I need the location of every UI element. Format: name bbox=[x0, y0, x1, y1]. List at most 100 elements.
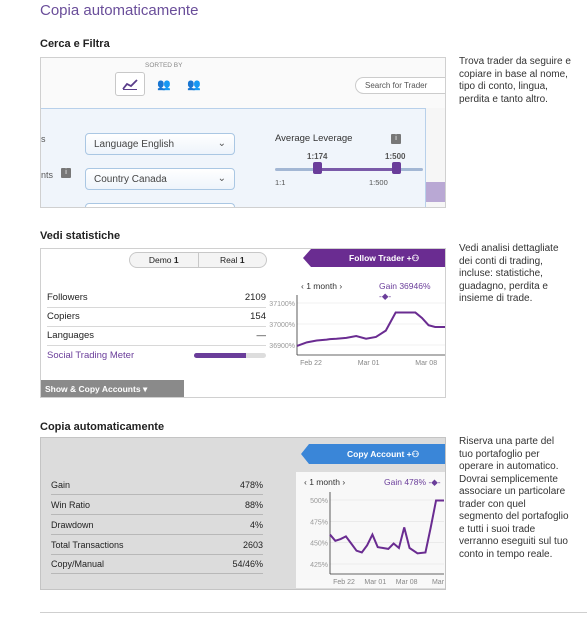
y-tick-label: 425% bbox=[310, 562, 328, 569]
y-tick-label: 36900% bbox=[269, 343, 295, 350]
chevron-down-icon: ⌄ bbox=[217, 173, 226, 184]
sorted-by-label: SORTED BY bbox=[145, 62, 183, 69]
chevron-down-icon: ▾ bbox=[142, 384, 148, 394]
country-select[interactable]: Country Canada ⌄ bbox=[85, 168, 235, 190]
x-tick-label: Mar 01 bbox=[358, 360, 380, 367]
y-tick-label: 475% bbox=[310, 519, 328, 526]
stat-value: 2603 bbox=[242, 539, 263, 550]
x-tick-label: Feb 22 bbox=[300, 360, 322, 367]
stat-value: 478% bbox=[239, 479, 263, 490]
follow-trader-button[interactable]: Follow Trader +⚇ bbox=[303, 249, 445, 267]
stat-value: 2109 bbox=[244, 292, 266, 303]
x-tick-label: Mar 01 bbox=[364, 579, 386, 586]
section-title-search: Cerca e Filtra bbox=[40, 38, 110, 50]
tab-real[interactable]: Real 1 bbox=[199, 253, 267, 267]
stat-value: 54/46% bbox=[232, 558, 263, 569]
average-leverage-label: Average Leverage bbox=[275, 133, 353, 144]
chart-period-label: 1 month bbox=[306, 281, 337, 291]
stat-value: 88% bbox=[244, 499, 263, 510]
stat-row: Followers 2109 bbox=[47, 288, 266, 308]
stat-label: Win Ratio bbox=[51, 499, 91, 510]
stat-row: Drawdown 4% bbox=[51, 515, 263, 535]
stat-label: Gain bbox=[51, 479, 71, 490]
tab-real-count: 1 bbox=[239, 255, 245, 265]
stat-label: Drawdown bbox=[51, 519, 94, 530]
copy-account-button[interactable]: Copy Account +⚇ bbox=[301, 444, 445, 464]
tab-demo[interactable]: Demo 1 bbox=[130, 253, 199, 267]
stat-label: Total Transactions bbox=[51, 539, 124, 550]
x-tick-label: Mar 08 bbox=[396, 579, 418, 586]
chart-period-selector[interactable]: ‹ 1 month › bbox=[301, 281, 342, 291]
social-trading-meter bbox=[194, 352, 266, 358]
search-input[interactable]: Search for Trader bbox=[355, 77, 445, 94]
series-line bbox=[329, 499, 444, 555]
y-tick-label: 37000% bbox=[269, 322, 295, 329]
section-description-stats: Vedi analisi dettagliate dei conti di tr… bbox=[459, 243, 559, 304]
show-copy-accounts-dropdown[interactable]: Show & Copy Accounts ▾ bbox=[41, 380, 184, 397]
filter-label-partial: s bbox=[41, 134, 46, 144]
chart-period-selector[interactable]: ‹ 1 month › bbox=[304, 477, 345, 487]
slider-left-value: 1:174 bbox=[307, 152, 328, 161]
slider-handle-right[interactable] bbox=[392, 162, 401, 174]
chevron-down-icon: ⌄ bbox=[217, 138, 226, 149]
next-select[interactable] bbox=[85, 203, 235, 207]
tab-demo-label: Demo bbox=[148, 255, 172, 265]
slider-right-value: 1:500 bbox=[385, 152, 406, 161]
stat-row: Languages — bbox=[47, 326, 266, 346]
copy-chart-area: ‹ 1 month › Gain 478% -◆- 500% 475% 450% 42… bbox=[296, 472, 445, 588]
y-tick-label: 37100% bbox=[269, 301, 295, 308]
slider-handle-left[interactable] bbox=[313, 162, 322, 174]
sort-bar: SORTED BY 👥 👥 Search for Trader bbox=[41, 58, 445, 108]
bottom-divider bbox=[40, 612, 587, 613]
slider-max-label: 1:500 bbox=[369, 178, 388, 187]
legend-line-icon: -◆- bbox=[428, 477, 441, 487]
sort-copiers-icon[interactable]: 👥 bbox=[187, 78, 201, 91]
y-tick-label: 500% bbox=[310, 498, 328, 505]
add-user-icon: +⚇ bbox=[406, 448, 420, 459]
country-select-value: Country Canada bbox=[94, 173, 167, 185]
sort-gain-icon[interactable] bbox=[115, 72, 145, 96]
filter-dropdown: s nts i Language English ⌄ Country Canad… bbox=[41, 108, 426, 207]
account-tabs: Demo 1 Real 1 bbox=[129, 252, 267, 268]
chart-gain-label: Gain 478% bbox=[384, 477, 427, 487]
stat-row: Win Ratio 88% bbox=[51, 495, 263, 515]
stat-row: Gain 478% bbox=[51, 475, 263, 495]
filter-label-partial: nts bbox=[41, 170, 54, 180]
stat-label: Copiers bbox=[47, 311, 80, 322]
chevron-left-icon[interactable]: ‹ bbox=[304, 477, 307, 487]
chevron-right-icon[interactable]: › bbox=[342, 477, 346, 487]
section-description-copy: Riserva una parte del tuo portafoglio pe… bbox=[459, 436, 569, 560]
section-description-search: Trova trader da seguire e copiare in bas… bbox=[459, 56, 571, 105]
info-icon[interactable]: i bbox=[61, 168, 71, 178]
tab-demo-count: 1 bbox=[173, 255, 179, 265]
stat-value: 4% bbox=[249, 519, 263, 530]
chevron-right-icon[interactable]: › bbox=[339, 281, 343, 291]
stats-panel: Demo 1 Real 1 Followers 2109 Copiers 154 L… bbox=[40, 248, 446, 398]
chart-gain-label: Gain 36946% bbox=[379, 281, 431, 291]
language-select-value: Language English bbox=[94, 138, 175, 150]
tab-real-label: Real bbox=[219, 255, 238, 265]
follow-trader-button-partial[interactable] bbox=[426, 182, 445, 202]
x-tick-label: Feb 22 bbox=[333, 579, 355, 586]
language-select[interactable]: Language English ⌄ bbox=[85, 133, 235, 155]
slider-min-label: 1:1 bbox=[275, 178, 286, 187]
section-title-stats: Vedi statistiche bbox=[40, 230, 121, 242]
y-tick-label: 450% bbox=[310, 541, 328, 548]
sort-followers-icon[interactable]: 👥 bbox=[157, 78, 171, 91]
stat-row: Social Trading Meter bbox=[47, 345, 266, 365]
stat-row: Copiers 154 bbox=[47, 307, 266, 327]
copy-panel: Copy Account +⚇ Gain 478% Win Ratio 88% Dr… bbox=[40, 437, 446, 590]
gain-line-chart: 500% 475% 450% 425% Feb 22 Mar 01 Mar 08 Mar bbox=[310, 492, 445, 586]
info-icon[interactable]: i bbox=[391, 134, 401, 144]
social-trading-meter-label: Social Trading Meter bbox=[47, 349, 135, 361]
stat-value: — bbox=[256, 330, 267, 341]
stat-label: Copy/Manual bbox=[51, 558, 105, 569]
add-user-icon: +⚇ bbox=[406, 252, 420, 263]
stat-label: Followers bbox=[47, 292, 88, 303]
legend-line-icon: -◆- bbox=[379, 291, 392, 301]
chevron-left-icon[interactable]: ‹ bbox=[301, 281, 304, 291]
chart-period-label: 1 month bbox=[309, 477, 340, 487]
stat-value: 154 bbox=[250, 311, 266, 322]
page-title: Copia automaticamente bbox=[40, 2, 199, 19]
x-tick-label: Mar bbox=[432, 579, 445, 586]
